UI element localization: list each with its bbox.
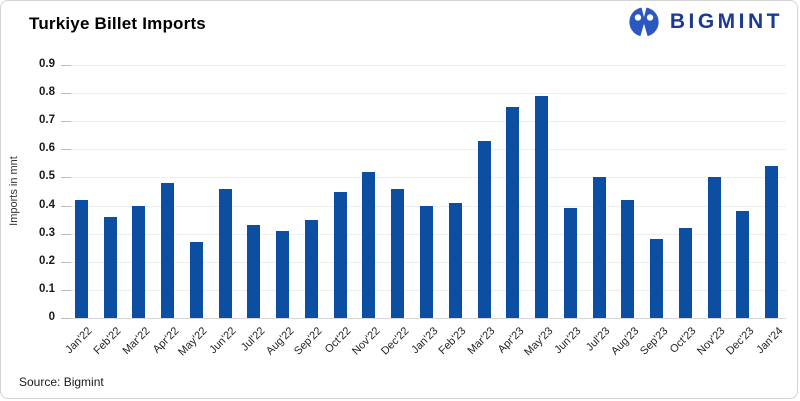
y-axis-label: 0.1 (39, 282, 55, 295)
x-axis-label: Mar'22 (120, 325, 153, 358)
y-axis-label: 0.9 (39, 58, 55, 70)
bar-May'22 (189, 242, 203, 318)
x-axis-label: Dec'22 (378, 325, 412, 358)
x-axis-label: Aug'22 (263, 325, 297, 358)
bar-Apr'22 (161, 183, 175, 318)
bar-Aug'22 (276, 230, 290, 318)
x-axis-label: Sep'23 (637, 325, 671, 358)
gridline (63, 177, 786, 179)
gridline (63, 149, 786, 151)
x-axis-label: Apr'23 (495, 325, 527, 356)
x-axis-label: Nov'23 (695, 325, 728, 358)
x-axis-label: Jan'22 (63, 325, 95, 357)
x-axis-label: Aug'23 (608, 325, 642, 358)
x-axis-label: Feb'22 (91, 325, 124, 358)
x-axis-label: Jul'22 (238, 325, 268, 354)
bar-Oct'22 (333, 191, 347, 318)
bigmint-logo-icon (627, 5, 661, 39)
x-axis-label: Jan'24 (753, 325, 786, 357)
x-axis-label: Feb'23 (436, 325, 469, 358)
bar-Jan'22 (74, 199, 88, 318)
bar-Oct'23 (678, 228, 692, 318)
bar-May'23 (535, 95, 549, 318)
x-axis-label: Oct'23 (668, 325, 699, 356)
bar-Jul'23 (592, 177, 606, 318)
x-axis-line (63, 318, 786, 319)
bar-Mar'22 (132, 205, 146, 318)
x-axis-label: Jun'23 (552, 325, 584, 357)
bar-Nov'22 (362, 171, 376, 318)
bar-Jan'24 (765, 166, 779, 318)
bar-Sep'22 (304, 219, 318, 318)
y-axis-tick (61, 261, 71, 263)
x-axis-label: Sep'22 (292, 325, 325, 358)
y-axis-label: 0 (48, 311, 55, 323)
bar-Jan'23 (420, 205, 433, 318)
x-axis-label: Oct'22 (322, 325, 354, 356)
y-axis-label: 0.3 (39, 226, 55, 239)
y-axis-tick (61, 149, 71, 151)
y-axis-tick (61, 177, 71, 179)
x-axis-label: Jan'23 (408, 325, 440, 357)
bar-Jul'22 (247, 225, 261, 318)
y-axis-label: 0.4 (39, 198, 55, 211)
y-axis-tick (61, 318, 71, 319)
y-axis-tick (61, 93, 71, 95)
bigmint-logo-text: BIGMINT (669, 10, 783, 33)
gridline (63, 93, 786, 95)
bar-Dec'23 (736, 211, 750, 318)
y-axis-tick (61, 233, 71, 235)
bar-Mar'23 (477, 140, 491, 318)
bar-Jun'23 (563, 208, 577, 318)
x-axis-label: May'22 (176, 325, 210, 359)
x-axis-label: Jul'23 (583, 325, 613, 354)
y-axis-tick (61, 121, 71, 123)
x-axis-label: Mar'23 (465, 325, 498, 358)
y-axis-label: 0.8 (39, 86, 55, 99)
bigmint-logo: BIGMINT (627, 5, 783, 39)
y-axis-label: 0.6 (39, 142, 55, 155)
bar-Nov'23 (707, 177, 721, 318)
x-axis-label: May'23 (521, 325, 556, 359)
y-axis-label: 0.2 (39, 254, 55, 267)
page-title: Turkiye Billet Imports (29, 14, 206, 33)
gridline (63, 65, 786, 66)
y-axis-title: Imports in mnt (8, 156, 20, 226)
bar-Aug'23 (621, 199, 635, 318)
bar-Sep'23 (650, 239, 664, 318)
bar-Feb'22 (103, 216, 117, 318)
x-axis-label: Dec'23 (723, 325, 757, 358)
y-axis-tick (61, 289, 71, 291)
bar-Feb'23 (448, 202, 462, 318)
y-axis-tick (61, 65, 71, 66)
y-axis-label: 0.5 (39, 170, 55, 183)
gridline (63, 121, 786, 123)
x-axis-label: Nov'22 (349, 325, 383, 358)
source-note: Source: Bigmint (19, 375, 104, 389)
bar-Dec'22 (391, 188, 405, 318)
y-axis-label: 0.7 (39, 114, 55, 127)
y-axis-tick (61, 205, 71, 207)
bar-Apr'23 (506, 107, 520, 318)
bar-Jun'22 (218, 188, 232, 318)
x-axis-label: Jun'22 (207, 325, 239, 357)
